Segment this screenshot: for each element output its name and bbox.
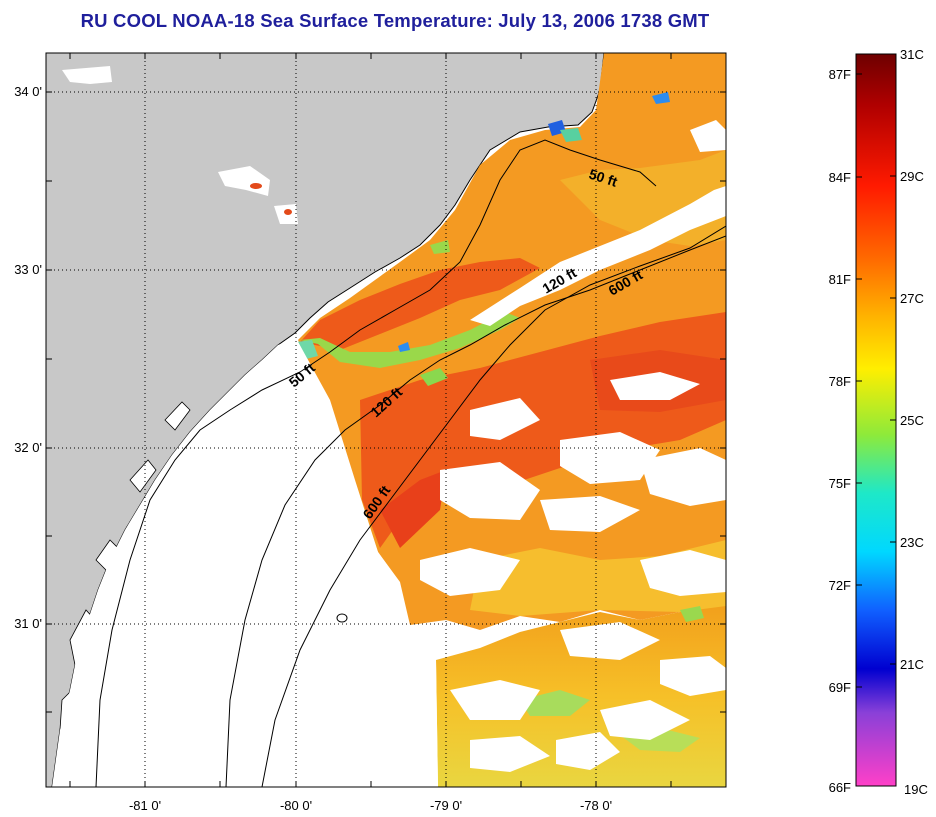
colorbar-c-29: 29C [900, 169, 924, 184]
colorbar-f-75: 75F [829, 476, 851, 491]
map-frame [45, 52, 727, 788]
colorbar-f-84: 84F [829, 170, 851, 185]
cloud-mask [420, 120, 726, 772]
bathymetry-contours [95, 139, 726, 787]
lat-label-33: 33 0' [14, 262, 42, 277]
lon-label-81: -81 0' [129, 798, 161, 813]
tick-marks [46, 53, 726, 787]
lon-label-78: -78 0' [580, 798, 612, 813]
contour-line-600ft [261, 225, 726, 787]
colorbar-c-23: 23C [900, 535, 924, 550]
colorbar: 87F 84F 81F 78F 75F 72F 69F 66F 31C 29C … [829, 47, 928, 797]
colorbar-c-25: 25C [900, 413, 924, 428]
colorbar-f-87: 87F [829, 67, 851, 82]
lon-label-79: -79 0' [430, 798, 462, 813]
colorbar-f-81: 81F [829, 272, 851, 287]
graticule [46, 53, 726, 787]
lon-label-80: -80 0' [280, 798, 312, 813]
colorbar-c-31: 31C [900, 47, 924, 62]
lat-label-31: 31 0' [14, 616, 42, 631]
contour-line-50ft [95, 139, 657, 787]
colorbar-c-27: 27C [900, 291, 924, 306]
map-plot-area: 50 ft 50 ft 120 ft 120 ft 600 ft 600 ft [46, 53, 726, 787]
colorbar-gradient [855, 53, 897, 787]
colorbar-f-69: 69F [829, 680, 851, 695]
colorbar-c-19: 19C [904, 782, 928, 797]
colorbar-f-78: 78F [829, 374, 851, 389]
lat-label-32: 32 0' [14, 440, 42, 455]
colorbar-f-66: 66F [829, 780, 851, 795]
lat-label-34: 34 0' [14, 84, 42, 99]
colorbar-f-72: 72F [829, 578, 851, 593]
contour-line-120ft [225, 235, 726, 787]
page-title: RU COOL NOAA-18 Sea Surface Temperature:… [80, 10, 710, 31]
inland-lakes [62, 66, 298, 224]
colorbar-c-21: 21C [900, 657, 924, 672]
